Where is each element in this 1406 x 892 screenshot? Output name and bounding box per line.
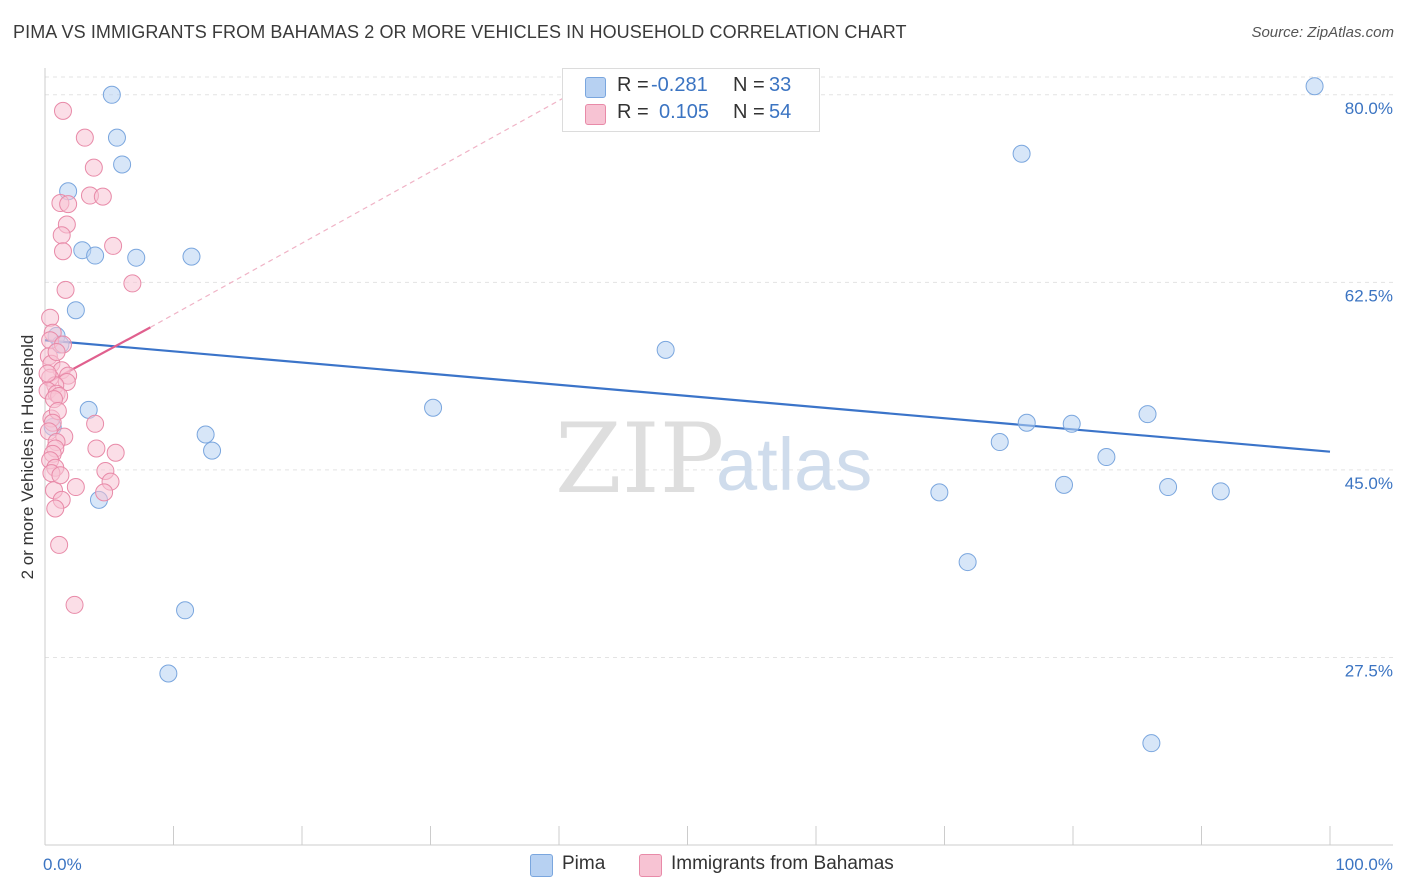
bahamas-point xyxy=(95,483,114,502)
bahamas-point xyxy=(46,499,65,518)
bahamas-point xyxy=(75,128,94,147)
legend-label-bahamas: Immigrants from Bahamas xyxy=(671,853,894,874)
chart-title: PIMA VS IMMIGRANTS FROM BAHAMAS 2 OR MOR… xyxy=(13,22,907,42)
bahamas-point xyxy=(106,443,125,462)
bahamas-point xyxy=(84,158,103,177)
pima-trend-line xyxy=(44,339,1331,453)
points-layer xyxy=(38,77,1324,753)
labels-layer: 27.5% 45.0% 62.5% 80.0% 0.0% 100.0% 2 or more … xyxy=(18,99,1393,874)
pima-point xyxy=(203,441,222,460)
bahamas-point xyxy=(41,308,60,327)
bahamas-point xyxy=(93,187,112,206)
pima-point xyxy=(196,425,215,444)
pima-point xyxy=(159,664,178,683)
pima-point xyxy=(113,155,132,174)
pima-point xyxy=(182,247,201,266)
watermark: ZIP atlas xyxy=(555,403,872,515)
pima-point xyxy=(102,85,121,104)
pima-point xyxy=(1142,734,1161,753)
pima-swatch xyxy=(585,77,606,98)
bahamas-point xyxy=(52,226,71,245)
x-tick-label: 0.0% xyxy=(43,855,82,874)
series-legend: Pima Immigrants from Bahamas xyxy=(0,852,1406,878)
pima-point xyxy=(1062,414,1081,433)
pima-point xyxy=(1012,144,1031,163)
grid-layer xyxy=(45,76,1393,658)
pima-point xyxy=(930,483,949,502)
legend-n-value: 54 xyxy=(769,101,792,123)
pima-point xyxy=(86,246,105,265)
bahamas-point xyxy=(86,414,105,433)
bahamas-point xyxy=(53,101,72,120)
bahamas-point xyxy=(104,236,123,255)
legend-n-label: N = xyxy=(733,101,765,123)
pima-point xyxy=(424,398,443,417)
source-label: Source: ZipAtlas.com xyxy=(1251,24,1394,41)
pima-point xyxy=(656,340,675,359)
pima-point xyxy=(1017,413,1036,432)
pima-point xyxy=(127,248,146,267)
legend-r-value: 0.105 xyxy=(659,101,710,123)
legend-n-label: N = xyxy=(733,74,765,96)
trend-layer xyxy=(44,94,1331,453)
bahamas-point xyxy=(53,242,72,261)
bahamas-point xyxy=(56,280,75,299)
bahamas-point xyxy=(47,343,66,362)
bahamas-point xyxy=(66,478,85,497)
pima-point xyxy=(958,553,977,572)
bahamas-swatch xyxy=(585,104,606,125)
bahamas-point xyxy=(59,195,78,214)
pima-point xyxy=(1159,478,1178,497)
y-tick-label: 45.0% xyxy=(1345,474,1393,493)
bahamas-swatch xyxy=(639,854,662,877)
watermark-atlas: atlas xyxy=(716,423,872,506)
bahamas-point xyxy=(87,439,106,458)
bahamas-point xyxy=(51,466,70,485)
bahamas-point xyxy=(123,274,142,293)
pima-point xyxy=(1305,77,1324,96)
legend-r-label: R = xyxy=(617,74,649,96)
pima-point xyxy=(66,301,85,320)
pima-swatch xyxy=(530,854,553,877)
y-tick-label: 27.5% xyxy=(1345,661,1393,680)
y-tick-label: 62.5% xyxy=(1345,286,1393,305)
x-tick-label: 100.0% xyxy=(1335,855,1393,874)
correlation-legend: R = -0.281 N = 33 R = 0.105 N = 54 xyxy=(562,68,820,132)
y-tick-label: 80.0% xyxy=(1345,99,1393,118)
bahamas-trend-extension xyxy=(150,94,570,328)
pima-point xyxy=(990,433,1009,452)
legend-r-label: R = xyxy=(617,101,649,123)
pima-point xyxy=(176,601,195,620)
legend-label-pima: Pima xyxy=(562,853,606,874)
legend-row-bahamas: R = 0.105 N = 54 xyxy=(563,100,819,127)
bahamas-point xyxy=(38,364,57,383)
legend-n-value: 33 xyxy=(769,74,792,96)
pima-point xyxy=(1055,475,1074,494)
y-axis-title: 2 or more Vehicles in Household xyxy=(18,335,37,580)
watermark-zip: ZIP xyxy=(555,403,724,515)
legend-row-pima: R = -0.281 N = 33 xyxy=(563,73,819,100)
pima-point xyxy=(1211,482,1230,501)
pima-point xyxy=(107,128,126,147)
bahamas-point xyxy=(65,595,84,614)
bahamas-point xyxy=(50,535,69,554)
pima-point xyxy=(1097,448,1116,467)
legend-r-value: -0.281 xyxy=(651,74,708,96)
pima-point xyxy=(1138,405,1157,424)
